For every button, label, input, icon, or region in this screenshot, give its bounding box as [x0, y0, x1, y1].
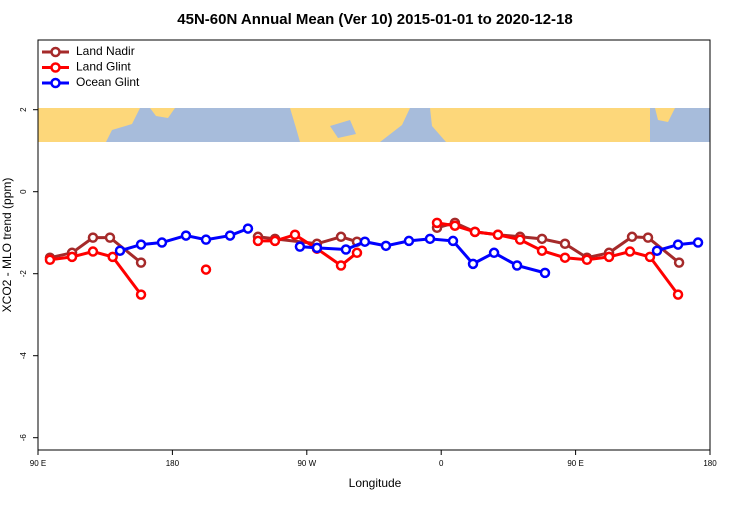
data-point	[424, 233, 436, 245]
data-point	[514, 234, 526, 245]
data-point	[294, 241, 306, 252]
legend-item: Land Nadir	[42, 44, 135, 58]
data-point	[581, 254, 593, 266]
data-point	[311, 242, 323, 254]
x-tick-label: 180	[166, 459, 180, 468]
data-point	[673, 257, 685, 268]
data-point	[87, 246, 99, 257]
data-point	[492, 229, 504, 240]
x-tick-label: 90 E	[30, 459, 46, 468]
data-point	[289, 229, 301, 240]
series-line	[49, 250, 143, 296]
data-point	[559, 252, 571, 263]
data-point	[511, 260, 523, 271]
y-tick-label: -4	[19, 352, 28, 360]
data-point	[87, 232, 99, 243]
data-point	[431, 217, 443, 229]
x-axis-label: Longitude	[349, 476, 402, 490]
data-point	[269, 235, 281, 247]
x-tick-label: 180	[703, 459, 717, 468]
data-point	[135, 257, 147, 268]
x-tick-label: 90 W	[297, 459, 316, 468]
data-point	[156, 237, 168, 248]
data-point	[644, 251, 656, 263]
data-point	[380, 240, 392, 252]
data-point	[642, 232, 654, 243]
data-point	[351, 247, 363, 259]
y-tick-label: -6	[19, 434, 28, 442]
map-strip	[38, 108, 710, 142]
legend-marker	[50, 77, 61, 89]
data-point	[44, 254, 56, 266]
data-point	[135, 289, 147, 300]
legend-marker	[50, 62, 61, 73]
data-point	[467, 258, 479, 270]
data-point	[335, 231, 347, 243]
data-point	[539, 267, 551, 279]
data-point	[359, 236, 371, 247]
data-point	[672, 289, 684, 300]
data-point	[672, 239, 684, 250]
plot-frame	[37, 39, 711, 451]
legend-label: Land Nadir	[76, 44, 135, 58]
data-point	[651, 245, 663, 256]
data-point	[104, 232, 116, 243]
data-point	[469, 226, 481, 238]
data-point	[559, 238, 571, 250]
y-tick-label: -2	[19, 270, 28, 278]
data-point	[114, 245, 126, 256]
data-point	[252, 235, 264, 247]
data-point	[66, 251, 78, 263]
data-point	[180, 230, 192, 241]
legend-item: Ocean Glint	[42, 75, 140, 89]
y-tick-label: 0	[19, 189, 28, 194]
data-point	[200, 234, 212, 245]
data-point	[536, 233, 548, 245]
data-point	[692, 237, 704, 248]
data-point	[447, 235, 459, 247]
data-point	[107, 251, 118, 263]
data-point	[135, 239, 147, 250]
data-point	[536, 245, 548, 256]
data-point	[488, 247, 500, 259]
data-point	[335, 260, 347, 271]
data-point	[624, 246, 636, 257]
legend-item: Land Glint	[42, 60, 131, 74]
y-tick-label: 2	[19, 107, 28, 112]
data-point	[242, 223, 254, 234]
y-axis-label: XCO2 - MLO trend (ppm)	[0, 178, 14, 313]
legend-label: Ocean Glint	[76, 75, 140, 89]
x-tick-label: 90 E	[567, 459, 583, 468]
data-point	[626, 231, 638, 243]
legend-marker	[50, 46, 61, 58]
legend-label: Land Glint	[76, 60, 131, 74]
data-point	[200, 264, 212, 275]
data-point	[340, 244, 352, 255]
data-point	[224, 230, 236, 241]
chart-title: 45N-60N Annual Mean (Ver 10) 2015-01-01 …	[177, 11, 572, 28]
data-point	[403, 235, 415, 247]
x-tick-label: 0	[439, 459, 444, 468]
data-point	[603, 251, 615, 263]
data-point	[449, 220, 461, 231]
